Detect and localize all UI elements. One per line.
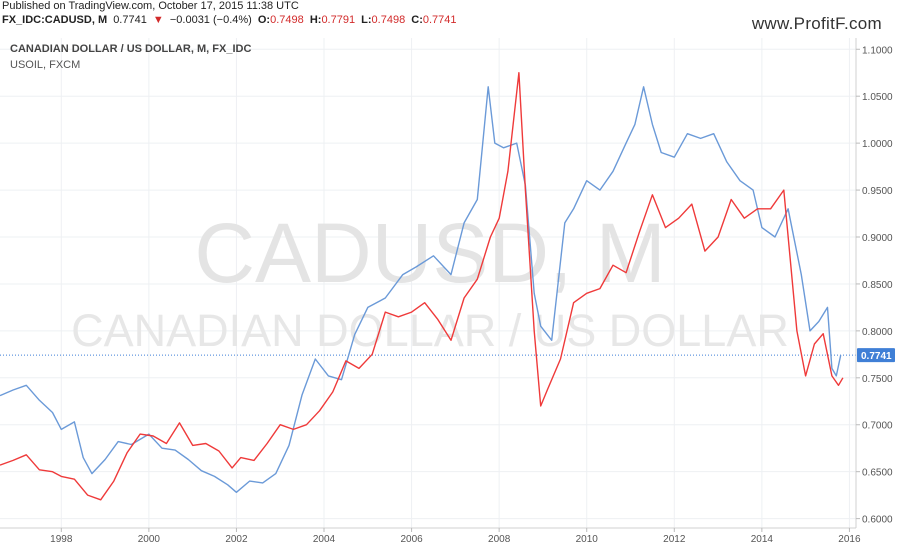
y-tick-label: 1.0500 xyxy=(862,92,893,103)
close-value: 0.7741 xyxy=(422,14,457,26)
x-tick-label: 2006 xyxy=(400,534,423,545)
y-tick-label: 1.1000 xyxy=(862,45,893,56)
high-value: 0.7791 xyxy=(321,14,356,26)
high-label: H: xyxy=(309,14,322,26)
x-tick-label: 2016 xyxy=(838,534,861,545)
last-value: 0.7741 xyxy=(113,14,147,26)
x-tick-label: 1998 xyxy=(50,534,73,545)
close-label: C: xyxy=(411,14,423,26)
y-tick-label: 0.8000 xyxy=(862,327,893,338)
x-tick-label: 2000 xyxy=(138,534,161,545)
y-tick-label: 0.7000 xyxy=(862,421,893,432)
change-arrow-icon: ▼ xyxy=(152,14,164,26)
open-label: O: xyxy=(257,14,271,26)
open-value: 0.7498 xyxy=(270,14,304,26)
last-price-badge-label: 0.7741 xyxy=(861,351,892,362)
chart-subtitle: USOIL, FXCM xyxy=(10,59,80,71)
symbol-label: FX_IDC:CADUSD, M xyxy=(2,14,108,26)
x-tick-label: 2014 xyxy=(751,534,774,545)
y-tick-label: 0.7500 xyxy=(862,374,893,385)
published-note: Published on TradingView.com, October 17… xyxy=(2,0,299,12)
watermark-symbol: CADUSD, M xyxy=(194,206,665,300)
profitf-logo: www.ProfitF.com xyxy=(751,14,882,33)
last-price-badge xyxy=(857,348,895,363)
x-tick-label: 2002 xyxy=(225,534,248,545)
chart-title: CANADIAN DOLLAR / US DOLLAR, M, FX_IDC xyxy=(10,43,251,55)
x-tick-label: 2012 xyxy=(663,534,686,545)
change-value: −0.0031 (−0.4%) xyxy=(169,14,252,26)
y-tick-label: 0.9000 xyxy=(862,233,893,244)
watermark-name: CANADIAN DOLLAR / US DOLLAR xyxy=(71,305,789,356)
y-tick-label: 0.9500 xyxy=(862,186,893,197)
y-tick-label: 0.6000 xyxy=(862,515,893,526)
y-tick-label: 0.8500 xyxy=(862,280,893,291)
low-label: L: xyxy=(361,14,372,26)
x-tick-label: 2004 xyxy=(313,534,336,545)
usoil-line xyxy=(0,71,844,501)
y-tick-label: 1.0000 xyxy=(862,139,893,150)
ohlc-bar: FX_IDC:CADUSD, M 0.7741 ▼ −0.0031 (−0.4%… xyxy=(2,14,457,26)
cadusd-line xyxy=(0,86,842,493)
y-tick-label: 0.6500 xyxy=(862,468,893,479)
x-tick-label: 2008 xyxy=(488,534,511,545)
low-value: 0.7498 xyxy=(371,14,406,26)
x-tick-label: 2010 xyxy=(576,534,599,545)
